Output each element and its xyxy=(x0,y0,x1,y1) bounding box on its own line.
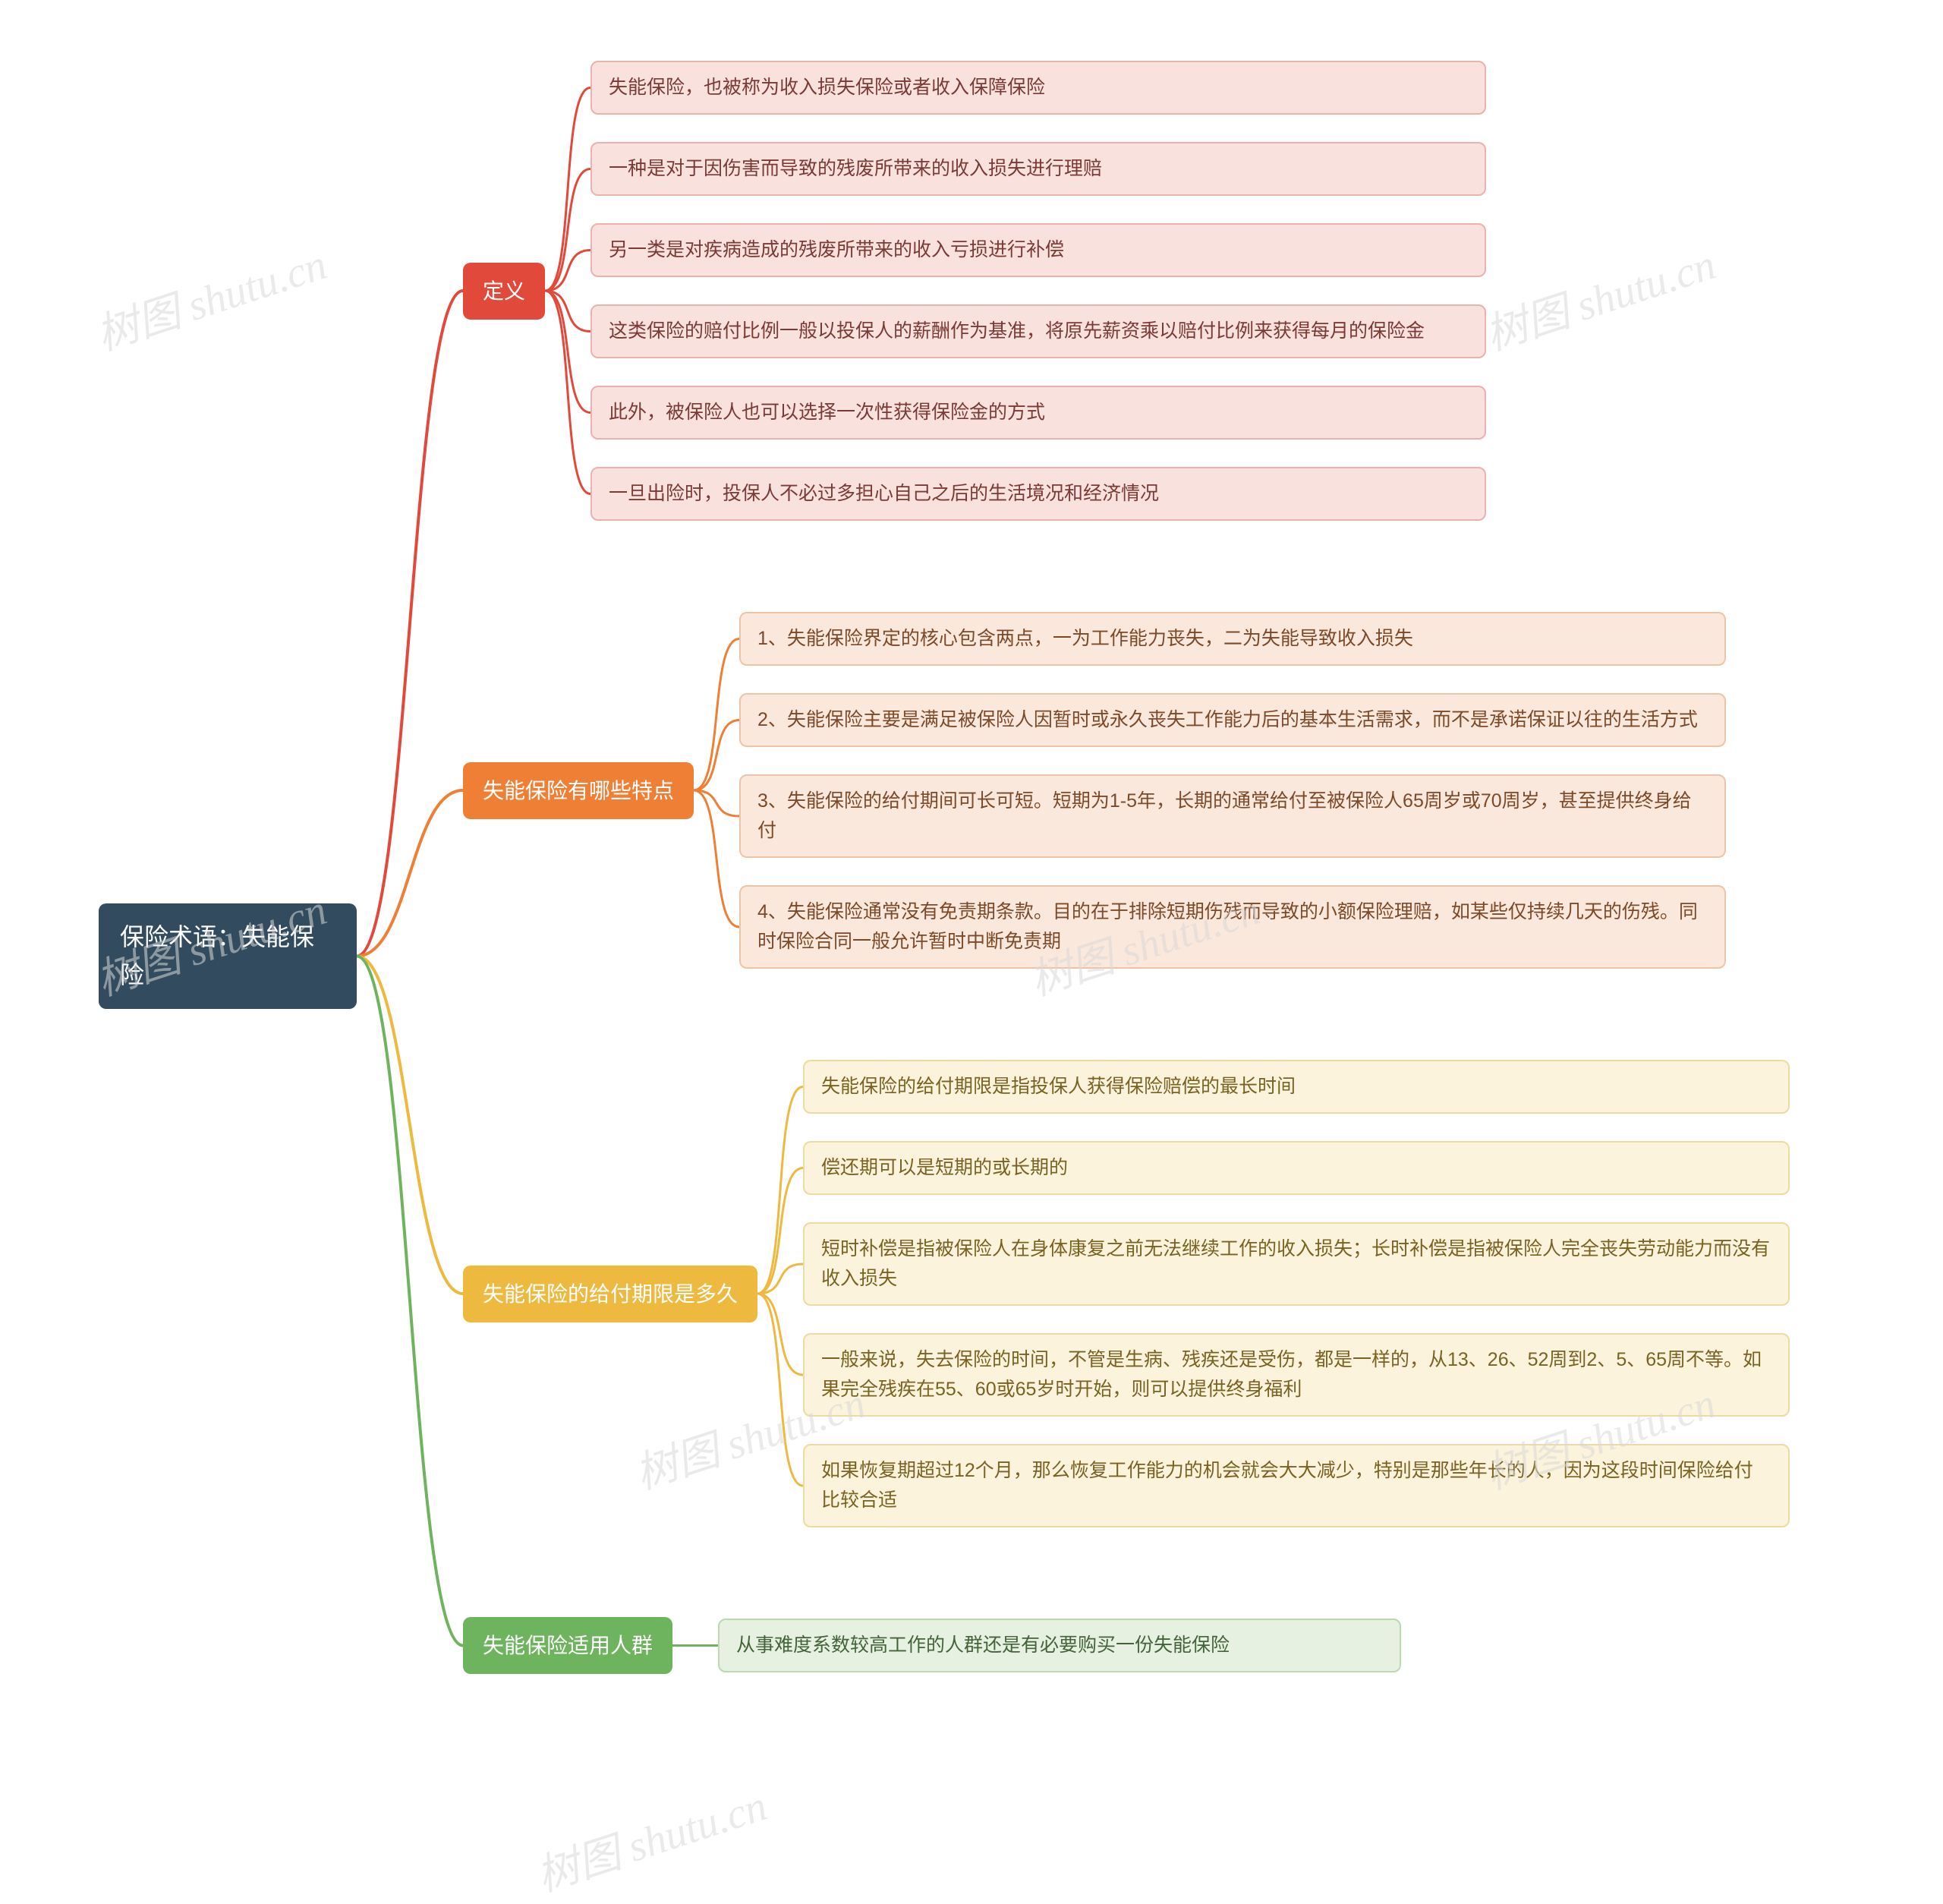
branch-node: 失能保险适用人群 xyxy=(463,1617,672,1674)
leaf-node: 4、失能保险通常没有免责期条款。目的在于排除短期伤残而导致的小额保险理赔，如某些… xyxy=(739,885,1726,969)
branch-node: 定义 xyxy=(463,263,545,320)
leaf-node: 偿还期可以是短期的或长期的 xyxy=(803,1141,1790,1195)
leaf-node: 从事难度系数较高工作的人群还是有必要购买一份失能保险 xyxy=(718,1619,1401,1672)
leaf-node: 一种是对于因伤害而导致的残废所带来的收入损失进行理赔 xyxy=(590,142,1486,196)
leaf-node: 短时补偿是指被保险人在身体康复之前无法继续工作的收入损失；长时补偿是指被保险人完… xyxy=(803,1222,1790,1306)
leaf-node: 另一类是对疾病造成的残废所带来的收入亏损进行补偿 xyxy=(590,223,1486,277)
leaf-node: 此外，被保险人也可以选择一次性获得保险金的方式 xyxy=(590,386,1486,440)
leaf-node: 1、失能保险界定的核心包含两点，一为工作能力丧失，二为失能导致收入损失 xyxy=(739,612,1726,666)
leaf-node: 如果恢复期超过12个月，那么恢复工作能力的机会就会大大减少，特别是那些年长的人，… xyxy=(803,1444,1790,1527)
root-node: 保险术语：失能保险 xyxy=(99,903,357,1009)
leaf-node: 一旦出险时，投保人不必过多担心自己之后的生活境况和经济情况 xyxy=(590,467,1486,521)
watermark: 树图 shutu.cn xyxy=(527,1771,773,1903)
watermark: 树图 shutu.cn xyxy=(87,230,333,362)
branch-node: 失能保险有哪些特点 xyxy=(463,762,694,819)
leaf-node: 失能保险的给付期限是指投保人获得保险赔偿的最长时间 xyxy=(803,1060,1790,1114)
leaf-node: 这类保险的赔付比例一般以投保人的薪酬作为基准，将原先薪资乘以赔付比例来获得每月的… xyxy=(590,304,1486,358)
branch-node: 失能保险的给付期限是多久 xyxy=(463,1266,757,1322)
leaf-node: 一般来说，失去保险的时间，不管是生病、残疾还是受伤，都是一样的，从13、26、5… xyxy=(803,1333,1790,1417)
leaf-node: 失能保险，也被称为收入损失保险或者收入保障保险 xyxy=(590,61,1486,115)
leaf-node: 2、失能保险主要是满足被保险人因暂时或永久丧失工作能力后的基本生活需求，而不是承… xyxy=(739,693,1726,747)
watermark: 树图 shutu.cn xyxy=(1476,230,1722,362)
leaf-node: 3、失能保险的给付期间可长可短。短期为1-5年，长期的通常给付至被保险人65周岁… xyxy=(739,774,1726,858)
